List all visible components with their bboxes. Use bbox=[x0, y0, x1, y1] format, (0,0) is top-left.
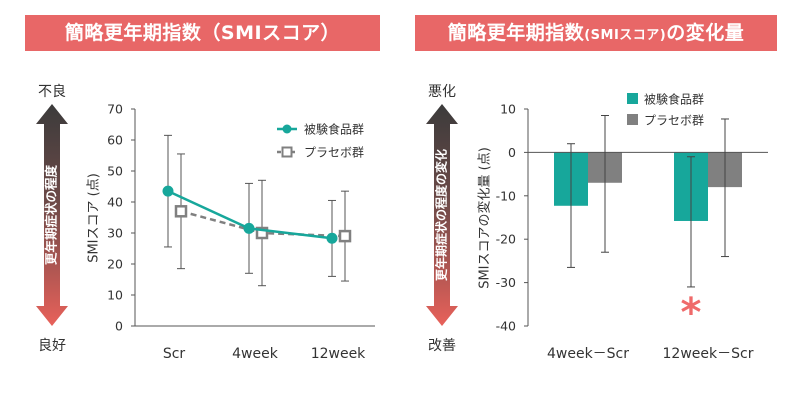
left-bottom-label: 良好 bbox=[38, 338, 66, 354]
right-arrow-label: 更年期症状の程度の変化 bbox=[434, 149, 449, 281]
legend-swatch bbox=[627, 114, 638, 125]
left-y-tick-label: 60 bbox=[107, 133, 123, 148]
right-y-tick-label: -30 bbox=[496, 275, 516, 290]
left-x-tick-label: 12week bbox=[311, 346, 366, 362]
legend-label: 被験食品群 bbox=[304, 122, 364, 137]
left-y-tick-label: 0 bbox=[115, 319, 123, 334]
right-title-tail: の変化量 bbox=[666, 22, 745, 44]
left-chart-title: 簡略更年期指数（SMIスコア） bbox=[25, 15, 380, 51]
right-y-tick-label: 0 bbox=[508, 145, 516, 160]
placebo-point bbox=[255, 226, 269, 240]
test-food-point bbox=[326, 232, 338, 244]
legend-swatch bbox=[627, 93, 638, 104]
right-top-label: 悪化 bbox=[428, 84, 456, 100]
right-x-tick-label: 4week－Scr bbox=[547, 346, 629, 362]
right-bar-chart: 10 0 -10 -20 -30 -40 4week－Scr 12week－Scr 被験食品群プ… bbox=[496, 92, 768, 362]
left-x-tick-label: 4week bbox=[232, 346, 279, 362]
left-severity-arrow bbox=[36, 104, 68, 326]
right-y-tick-label: -20 bbox=[496, 232, 516, 247]
left-x-tick-label: Scr bbox=[163, 346, 186, 362]
left-y-tick-label: 40 bbox=[107, 195, 123, 210]
left-top-label: 不良 bbox=[38, 84, 66, 100]
left-y-tick-label: 10 bbox=[107, 288, 123, 303]
right-title-small: (SMIスコア) bbox=[584, 28, 667, 43]
placebo-point bbox=[174, 205, 188, 218]
left-y-tick-label: 30 bbox=[107, 226, 123, 241]
legend-marker bbox=[281, 146, 293, 158]
right-y-axis-label: SMIスコアの変化量 (点) bbox=[477, 147, 493, 289]
legend-marker bbox=[282, 124, 292, 134]
right-y-tick-label: -40 bbox=[496, 319, 516, 334]
left-y-tick-label: 70 bbox=[107, 102, 123, 117]
placebo-point bbox=[338, 229, 352, 243]
right-y-tick-label: -10 bbox=[496, 188, 516, 203]
left-y-axis-label: SMIスコア (点) bbox=[87, 173, 102, 263]
test-food-point bbox=[243, 222, 255, 234]
right-title-main: 簡略更年期指数 bbox=[447, 22, 585, 44]
test-food-point bbox=[162, 185, 174, 197]
right-x-tick-label: 12week－Scr bbox=[663, 346, 754, 362]
legend-label: プラセボ群 bbox=[644, 114, 704, 128]
legend-label: 被験食品群 bbox=[644, 92, 704, 107]
left-y-tick-label: 50 bbox=[107, 164, 123, 179]
left-arrow-label: 更年期症状の程度 bbox=[44, 165, 59, 266]
legend-label: プラセボ群 bbox=[304, 146, 364, 160]
right-chart-title: 簡略更年期指数(SMIスコア)の変化量 bbox=[415, 15, 777, 51]
significance-asterisk: * bbox=[681, 290, 702, 336]
left-y-tick-label: 20 bbox=[107, 257, 123, 272]
right-y-tick-label: 10 bbox=[500, 102, 516, 117]
right-severity-arrow bbox=[426, 104, 458, 326]
right-bottom-label: 改善 bbox=[428, 338, 456, 354]
